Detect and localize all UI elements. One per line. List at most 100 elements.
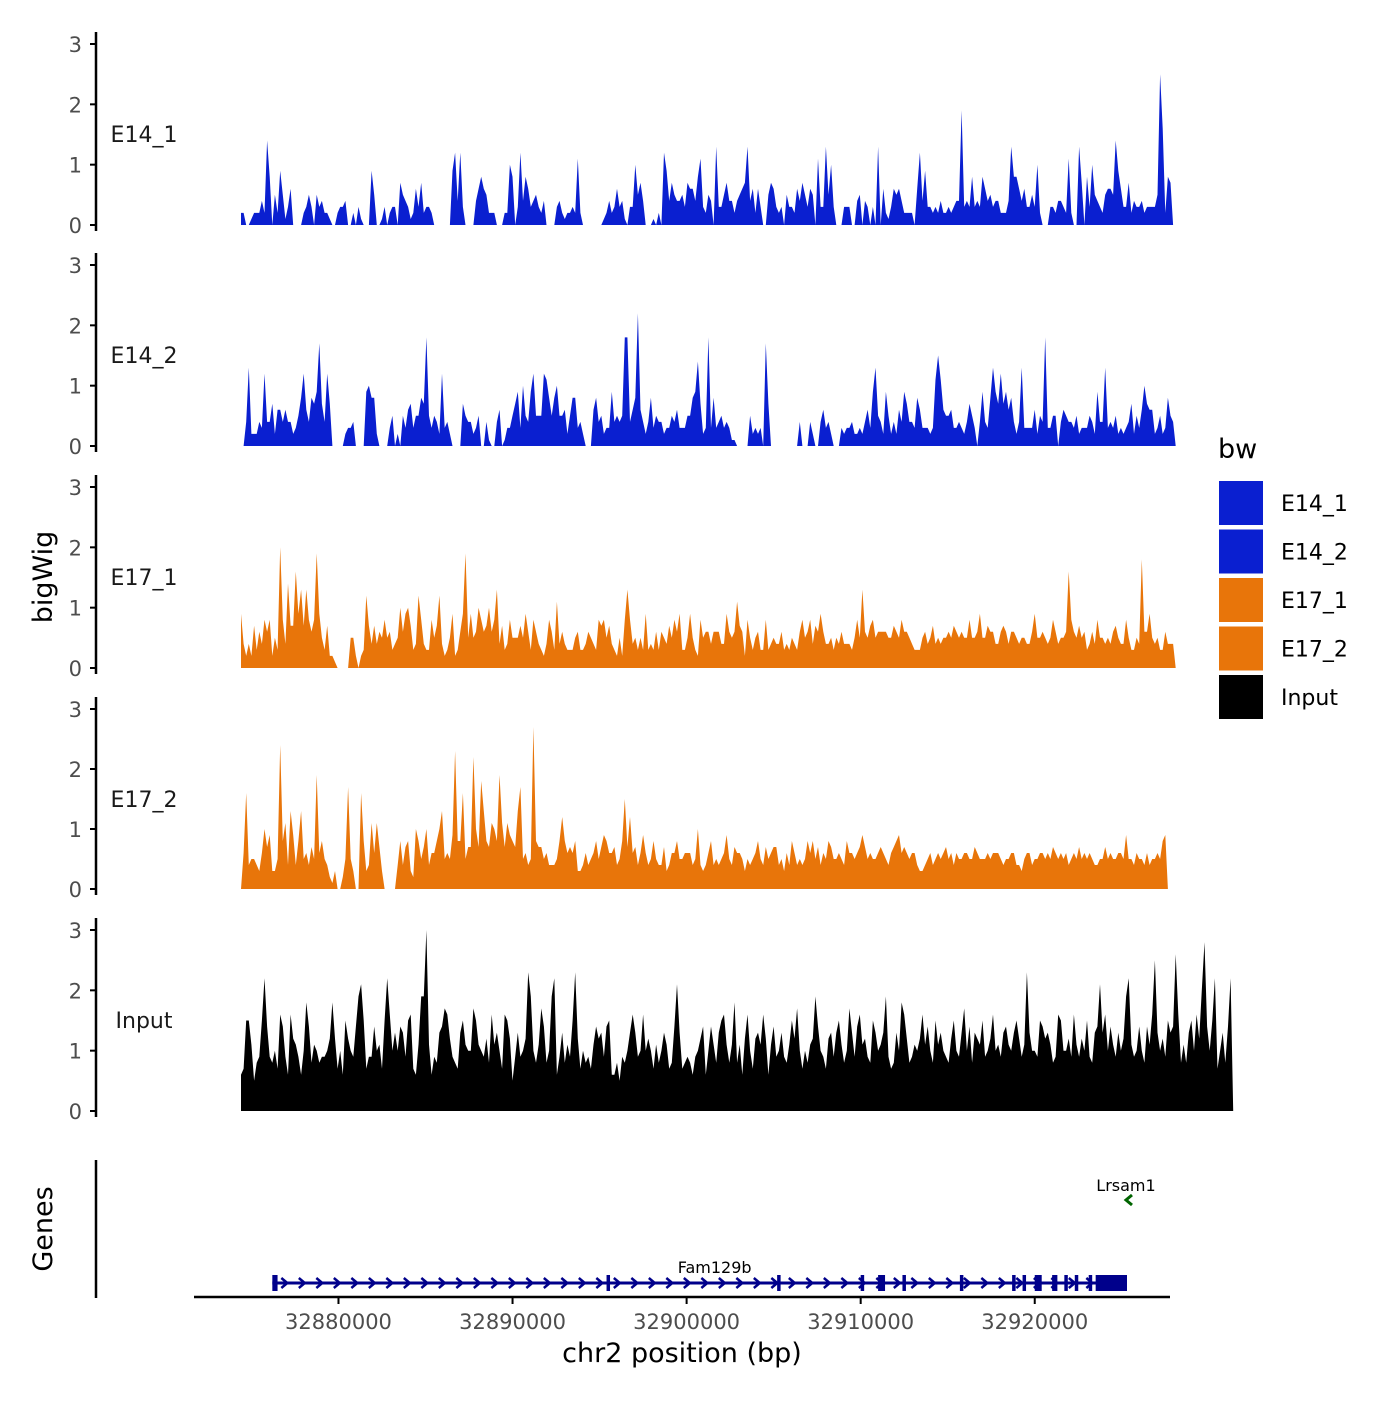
exon [902,1275,906,1291]
track-label: E14_2 [111,344,178,369]
x-tick-label: 32880000 [285,1310,392,1334]
track-label: Input [116,1009,173,1034]
y-tick-label: 3 [69,33,82,57]
exon [1034,1275,1042,1291]
strand-arrow [473,1277,482,1289]
strand-arrow [1085,1277,1095,1289]
exon [606,1275,611,1291]
strand-arrow [543,1277,552,1289]
strand-arrow [683,1277,692,1289]
track-e17-1: 0 1 2 3 E17_1 [69,475,1215,681]
exon [1052,1275,1058,1291]
y-tick-label: 3 [69,254,82,278]
x-tick-label: 32890000 [459,1310,566,1334]
strand-arrow [403,1277,412,1289]
gene-lrsam1: Lrsam1 [1096,1176,1156,1207]
y-tick-label: 3 [69,476,82,500]
strand-arrow [333,1277,342,1289]
strand-arrow [630,1277,640,1289]
strand-arrow [578,1277,587,1289]
x-tick-label: 32910000 [807,1310,914,1334]
strand-arrow [438,1277,447,1289]
strand-arrow [350,1277,360,1289]
y-tick-label: 3 [69,698,82,722]
strand-arrow [718,1277,727,1289]
y-tick-label: 1 [69,597,82,621]
strand-arrow [613,1277,622,1289]
exon [272,1275,278,1291]
strand-arrow [420,1277,430,1289]
legend-label: Input [1281,686,1338,711]
y-tick-label: 0 [69,657,82,681]
track-label: E14_1 [111,123,178,148]
gene-label: Fam129b [678,1258,752,1277]
genes-panel: Genes Fam129b Lrsam1 32880000 32890000 3290… [28,1160,1170,1369]
legend-swatch [1217,527,1265,576]
strand-arrow [700,1277,710,1289]
track-e17-2: 0 1 2 3 E17_2 [69,697,1208,902]
strand-arrow [315,1277,325,1289]
strand-arrow [910,1277,920,1289]
strand-arrow [998,1277,1007,1289]
signal-area [241,930,1268,1111]
legend-swatch [1217,624,1265,673]
y-tick-label: 0 [69,1100,82,1124]
strand-arrow [893,1277,902,1289]
y-tick-label: 2 [69,93,82,117]
strand-arrow [665,1277,675,1289]
strand-arrow [735,1277,745,1289]
track-input: 0 1 2 3 Input [69,918,1268,1124]
strand-arrow [963,1277,972,1289]
legend-item: E17_2 [1217,624,1348,673]
strand-arrow [648,1277,657,1289]
exon [1064,1275,1068,1291]
exon [860,1275,865,1291]
y-tick-label: 0 [69,214,82,238]
exon [1088,1275,1093,1291]
strand-arrow [840,1277,850,1289]
strand-arrow [980,1277,990,1289]
strand-arrow [368,1277,377,1289]
track-label: E17_2 [111,788,178,813]
exon [1012,1275,1016,1291]
exon [878,1275,886,1291]
y-tick-label: 3 [69,919,82,943]
y-tick-label: 1 [69,1040,82,1064]
strand-arrow [788,1277,797,1289]
legend-item: E14_1 [1217,479,1348,527]
signal-area [241,313,1218,446]
strand-arrow [753,1277,762,1289]
strand-arrow [1015,1277,1025,1289]
x-tick-label: 32900000 [633,1310,740,1334]
strand-arrow [805,1277,815,1289]
strand-arrow [595,1277,605,1289]
y-tick-label: 0 [69,878,82,902]
exon [1095,1275,1127,1291]
legend-swatch [1217,479,1265,527]
y-tick-label: 1 [69,154,82,178]
strand-arrow [823,1277,832,1289]
strand-arrow [945,1277,955,1289]
track-label: E17_1 [111,566,178,591]
legend-item: E14_2 [1217,527,1348,576]
legend: bw E14_1 E14_2 E17_1 E17_2 Input [1217,434,1348,721]
track-e14-1: 0 1 2 3 E14_1 [69,32,1218,238]
legend-label: E14_1 [1281,492,1348,517]
signal-tracks: 0 1 2 3 E14_1 0 1 2 3 E14_2 0 1 2 3 E17_1 0 1 2 3 E17_2 0 1 2 3… [69,32,1268,1124]
strand-arrow [928,1277,937,1289]
exon [777,1275,781,1291]
legend-label: E17_1 [1281,589,1348,614]
y-tick-label: 2 [69,758,82,782]
signal-area [241,727,1208,889]
gene-models: Fam129b Lrsam1 [272,1176,1156,1291]
strand-arrow [560,1277,570,1289]
y-tick-label: 2 [69,536,82,560]
strand-arrow [298,1277,307,1289]
legend-items: E14_1 E14_2 E17_1 E17_2 Input [1217,479,1348,721]
strand-arrow [490,1277,500,1289]
legend-label: E17_2 [1281,638,1348,663]
y-axis-title: bigWig [28,531,59,624]
legend-item: Input [1217,673,1338,721]
x-tick-label: 32920000 [981,1310,1088,1334]
